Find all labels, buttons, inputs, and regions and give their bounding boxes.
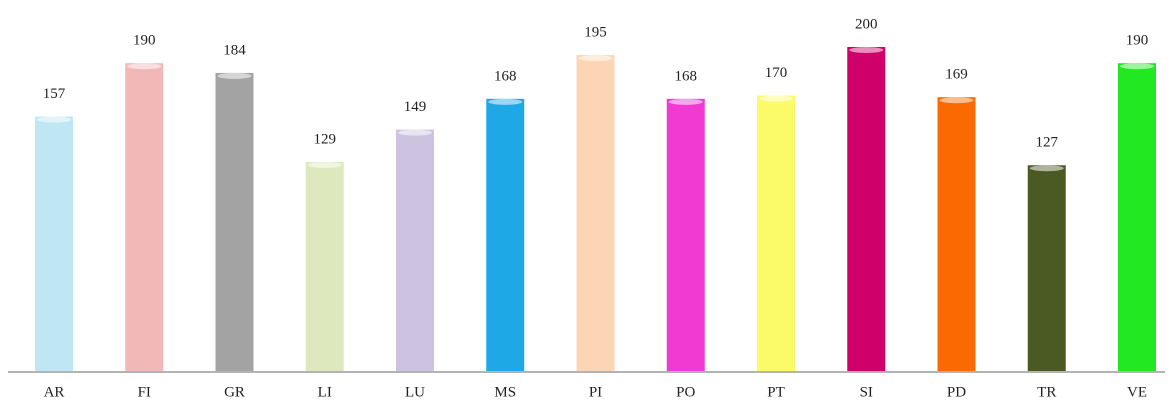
x-tick-label: PT xyxy=(767,384,785,400)
bar xyxy=(847,47,886,371)
x-tick-label: GR xyxy=(224,384,245,400)
x-tick-label: MS xyxy=(494,384,516,400)
value-label: 170 xyxy=(765,65,788,81)
value-label: 168 xyxy=(675,68,698,84)
bar xyxy=(396,129,434,371)
bar-highlight xyxy=(307,162,342,169)
value-label: 190 xyxy=(133,33,156,49)
x-tick-label: LI xyxy=(318,384,332,400)
value-label: 157 xyxy=(43,86,66,102)
bar xyxy=(125,63,164,371)
x-tick-label: PO xyxy=(676,384,695,400)
bar-highlight xyxy=(668,98,703,105)
x-tick-label: TR xyxy=(1037,384,1056,400)
x-tick-label: VE xyxy=(1127,384,1147,400)
bar xyxy=(1027,165,1066,371)
value-label: 127 xyxy=(1036,135,1059,151)
bar-highlight xyxy=(1120,63,1154,70)
value-label: 184 xyxy=(223,42,246,58)
bar xyxy=(576,55,615,371)
bar-highlight xyxy=(37,116,71,123)
bar-highlight xyxy=(398,129,432,136)
x-tick-label: AR xyxy=(44,384,65,400)
x-tick-label: PI xyxy=(589,384,602,400)
bar xyxy=(215,72,254,372)
bar xyxy=(35,116,73,371)
bar-highlight xyxy=(127,63,162,70)
bar-highlight xyxy=(488,98,523,105)
value-label: 190 xyxy=(1126,33,1149,49)
value-label: 169 xyxy=(945,67,968,83)
bar xyxy=(305,162,344,371)
value-label: 200 xyxy=(855,16,878,32)
bar xyxy=(937,97,976,371)
bar-highlight xyxy=(217,72,252,79)
x-tick-label: PD xyxy=(947,384,966,400)
bar-highlight xyxy=(849,47,884,53)
value-label: 168 xyxy=(494,68,517,84)
bar xyxy=(486,98,525,371)
value-label: 129 xyxy=(314,131,337,147)
x-tick-label: FI xyxy=(138,384,151,400)
bar-highlight xyxy=(1029,165,1064,172)
x-tick-label: LU xyxy=(405,384,425,400)
bar-highlight xyxy=(939,97,974,104)
x-tick-label: SI xyxy=(860,384,873,400)
bar xyxy=(1118,63,1156,371)
value-label: 149 xyxy=(404,99,427,115)
value-label: 195 xyxy=(584,25,607,41)
bar-highlight xyxy=(578,55,613,62)
bar xyxy=(666,98,705,371)
bar xyxy=(757,95,795,371)
bar-highlight xyxy=(759,95,793,102)
